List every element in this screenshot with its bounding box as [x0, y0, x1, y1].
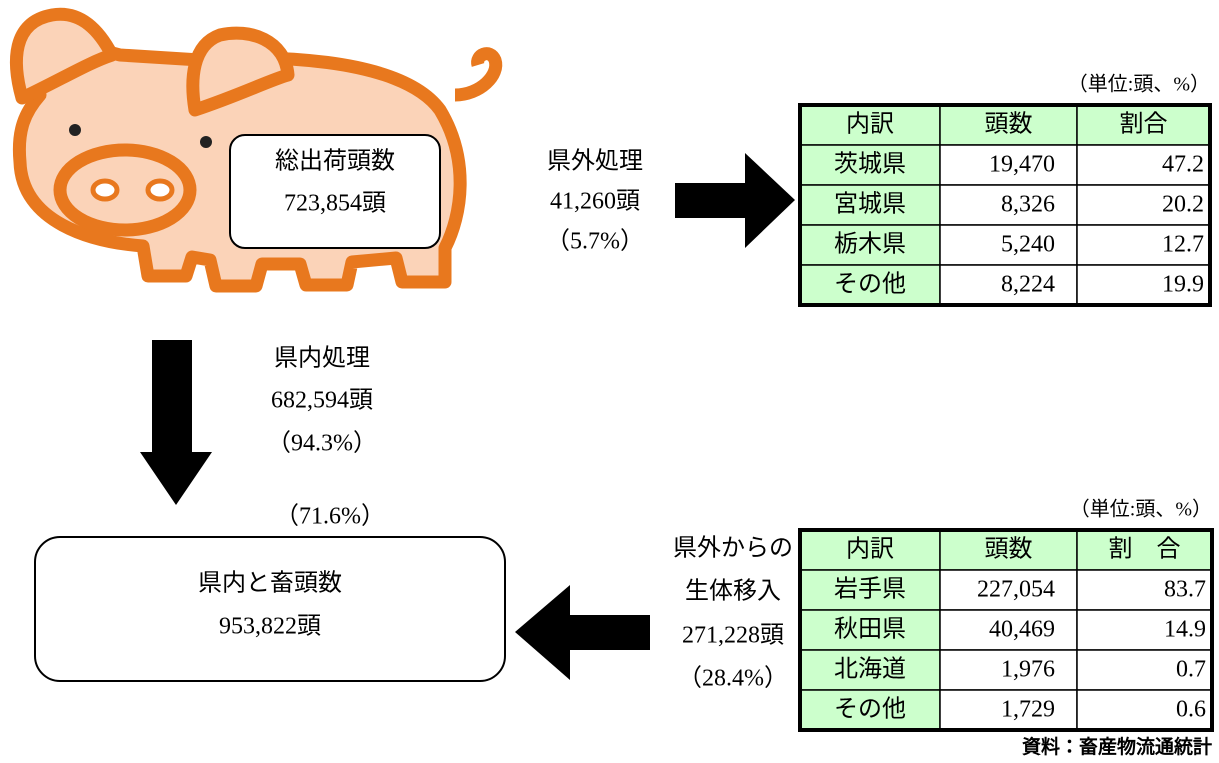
table-cell-text: 秋田県	[834, 616, 906, 643]
table-cell	[1076, 224, 1211, 266]
total-title: 総出荷頭数	[275, 148, 395, 175]
table-cell-text: 0.7	[1176, 657, 1206, 683]
slaughter-box	[34, 536, 506, 682]
slaughter-title: 県内と畜頭数	[198, 570, 342, 597]
inside-share: （94.3%）	[267, 431, 377, 457]
table-cell-text: 8,326	[1001, 192, 1055, 218]
table-cell-text: 茨城県	[834, 151, 906, 178]
table-cell-text: 227,054	[977, 577, 1055, 603]
outside-label: 県外処理	[547, 148, 643, 175]
inflow-share: （28.4%）	[678, 666, 788, 692]
unit-label: （単位:頭、%）	[1068, 73, 1210, 96]
table-cell-text: 47.2	[1162, 152, 1204, 178]
table-cell-text: 岩手県	[834, 576, 906, 603]
table-header: 頭数	[985, 111, 1033, 138]
table-cell	[939, 609, 1078, 651]
table-cell-text: 20.2	[1162, 192, 1204, 218]
table-cell-text: 83.7	[1164, 577, 1206, 603]
slaughter-share: （71.6%）	[275, 504, 385, 530]
table-cell-text: 14.9	[1164, 617, 1206, 643]
inside-value: 682,594頭	[271, 388, 373, 414]
total-box	[229, 134, 441, 249]
table-cell	[1076, 689, 1213, 731]
table-cell-text: 19,470	[989, 152, 1055, 178]
table-cell	[1076, 184, 1211, 226]
table-cell-text: 0.6	[1176, 697, 1206, 723]
table-cell	[1076, 264, 1211, 306]
arrow-left	[515, 585, 650, 680]
outside-share: （5.7%）	[546, 229, 644, 255]
table-cell-text: 1,729	[1001, 697, 1055, 723]
table-border	[798, 103, 1212, 307]
table-header: 内訳	[846, 536, 894, 563]
arrow-right	[675, 153, 795, 248]
table-cell-text: その他	[834, 271, 906, 298]
table-cell-text: 12.7	[1162, 232, 1204, 258]
table-cell-text: 8,224	[1001, 272, 1055, 298]
table-header: 割 合	[1109, 536, 1181, 563]
table-cell	[799, 224, 941, 266]
table-border	[798, 528, 1214, 732]
slaughter-value: 953,822頭	[219, 614, 321, 640]
inside-label: 県内処理	[274, 345, 370, 372]
table-cell-text: 宮城県	[834, 191, 906, 218]
table-cell-text: 栃木県	[834, 231, 906, 258]
table-header: 内訳	[846, 111, 894, 138]
table-header: 割合	[1120, 111, 1168, 138]
pig-features	[69, 124, 212, 202]
table-cell-text: 40,469	[989, 617, 1055, 643]
table-header: 頭数	[985, 536, 1033, 563]
inflow-line: 生体移入	[685, 578, 781, 605]
table-cell-text: 19.9	[1162, 272, 1204, 298]
source: 資料：畜産物流通統計	[1022, 735, 1212, 758]
unit-label: （単位:頭、%）	[1070, 498, 1212, 521]
table-cell-text: その他	[834, 696, 906, 723]
table-cell	[939, 104, 1078, 146]
total-value: 723,854頭	[284, 191, 386, 217]
inflow-value: 271,228頭	[682, 623, 784, 649]
table-cell	[1076, 569, 1213, 611]
table-cell	[1076, 144, 1211, 186]
inflow-line: 県外からの	[673, 535, 793, 562]
table-cell-text: 5,240	[1001, 232, 1055, 258]
table-cell	[799, 184, 941, 226]
table-cell	[799, 104, 941, 146]
table-cell-text: 1,976	[1001, 657, 1055, 683]
table-cell	[939, 689, 1078, 731]
table-cell	[799, 569, 941, 611]
outside-value: 41,260頭	[550, 189, 640, 215]
table-cell	[1076, 609, 1213, 651]
arrow-down	[140, 340, 212, 505]
table-cell-text: 北海道	[834, 656, 906, 683]
